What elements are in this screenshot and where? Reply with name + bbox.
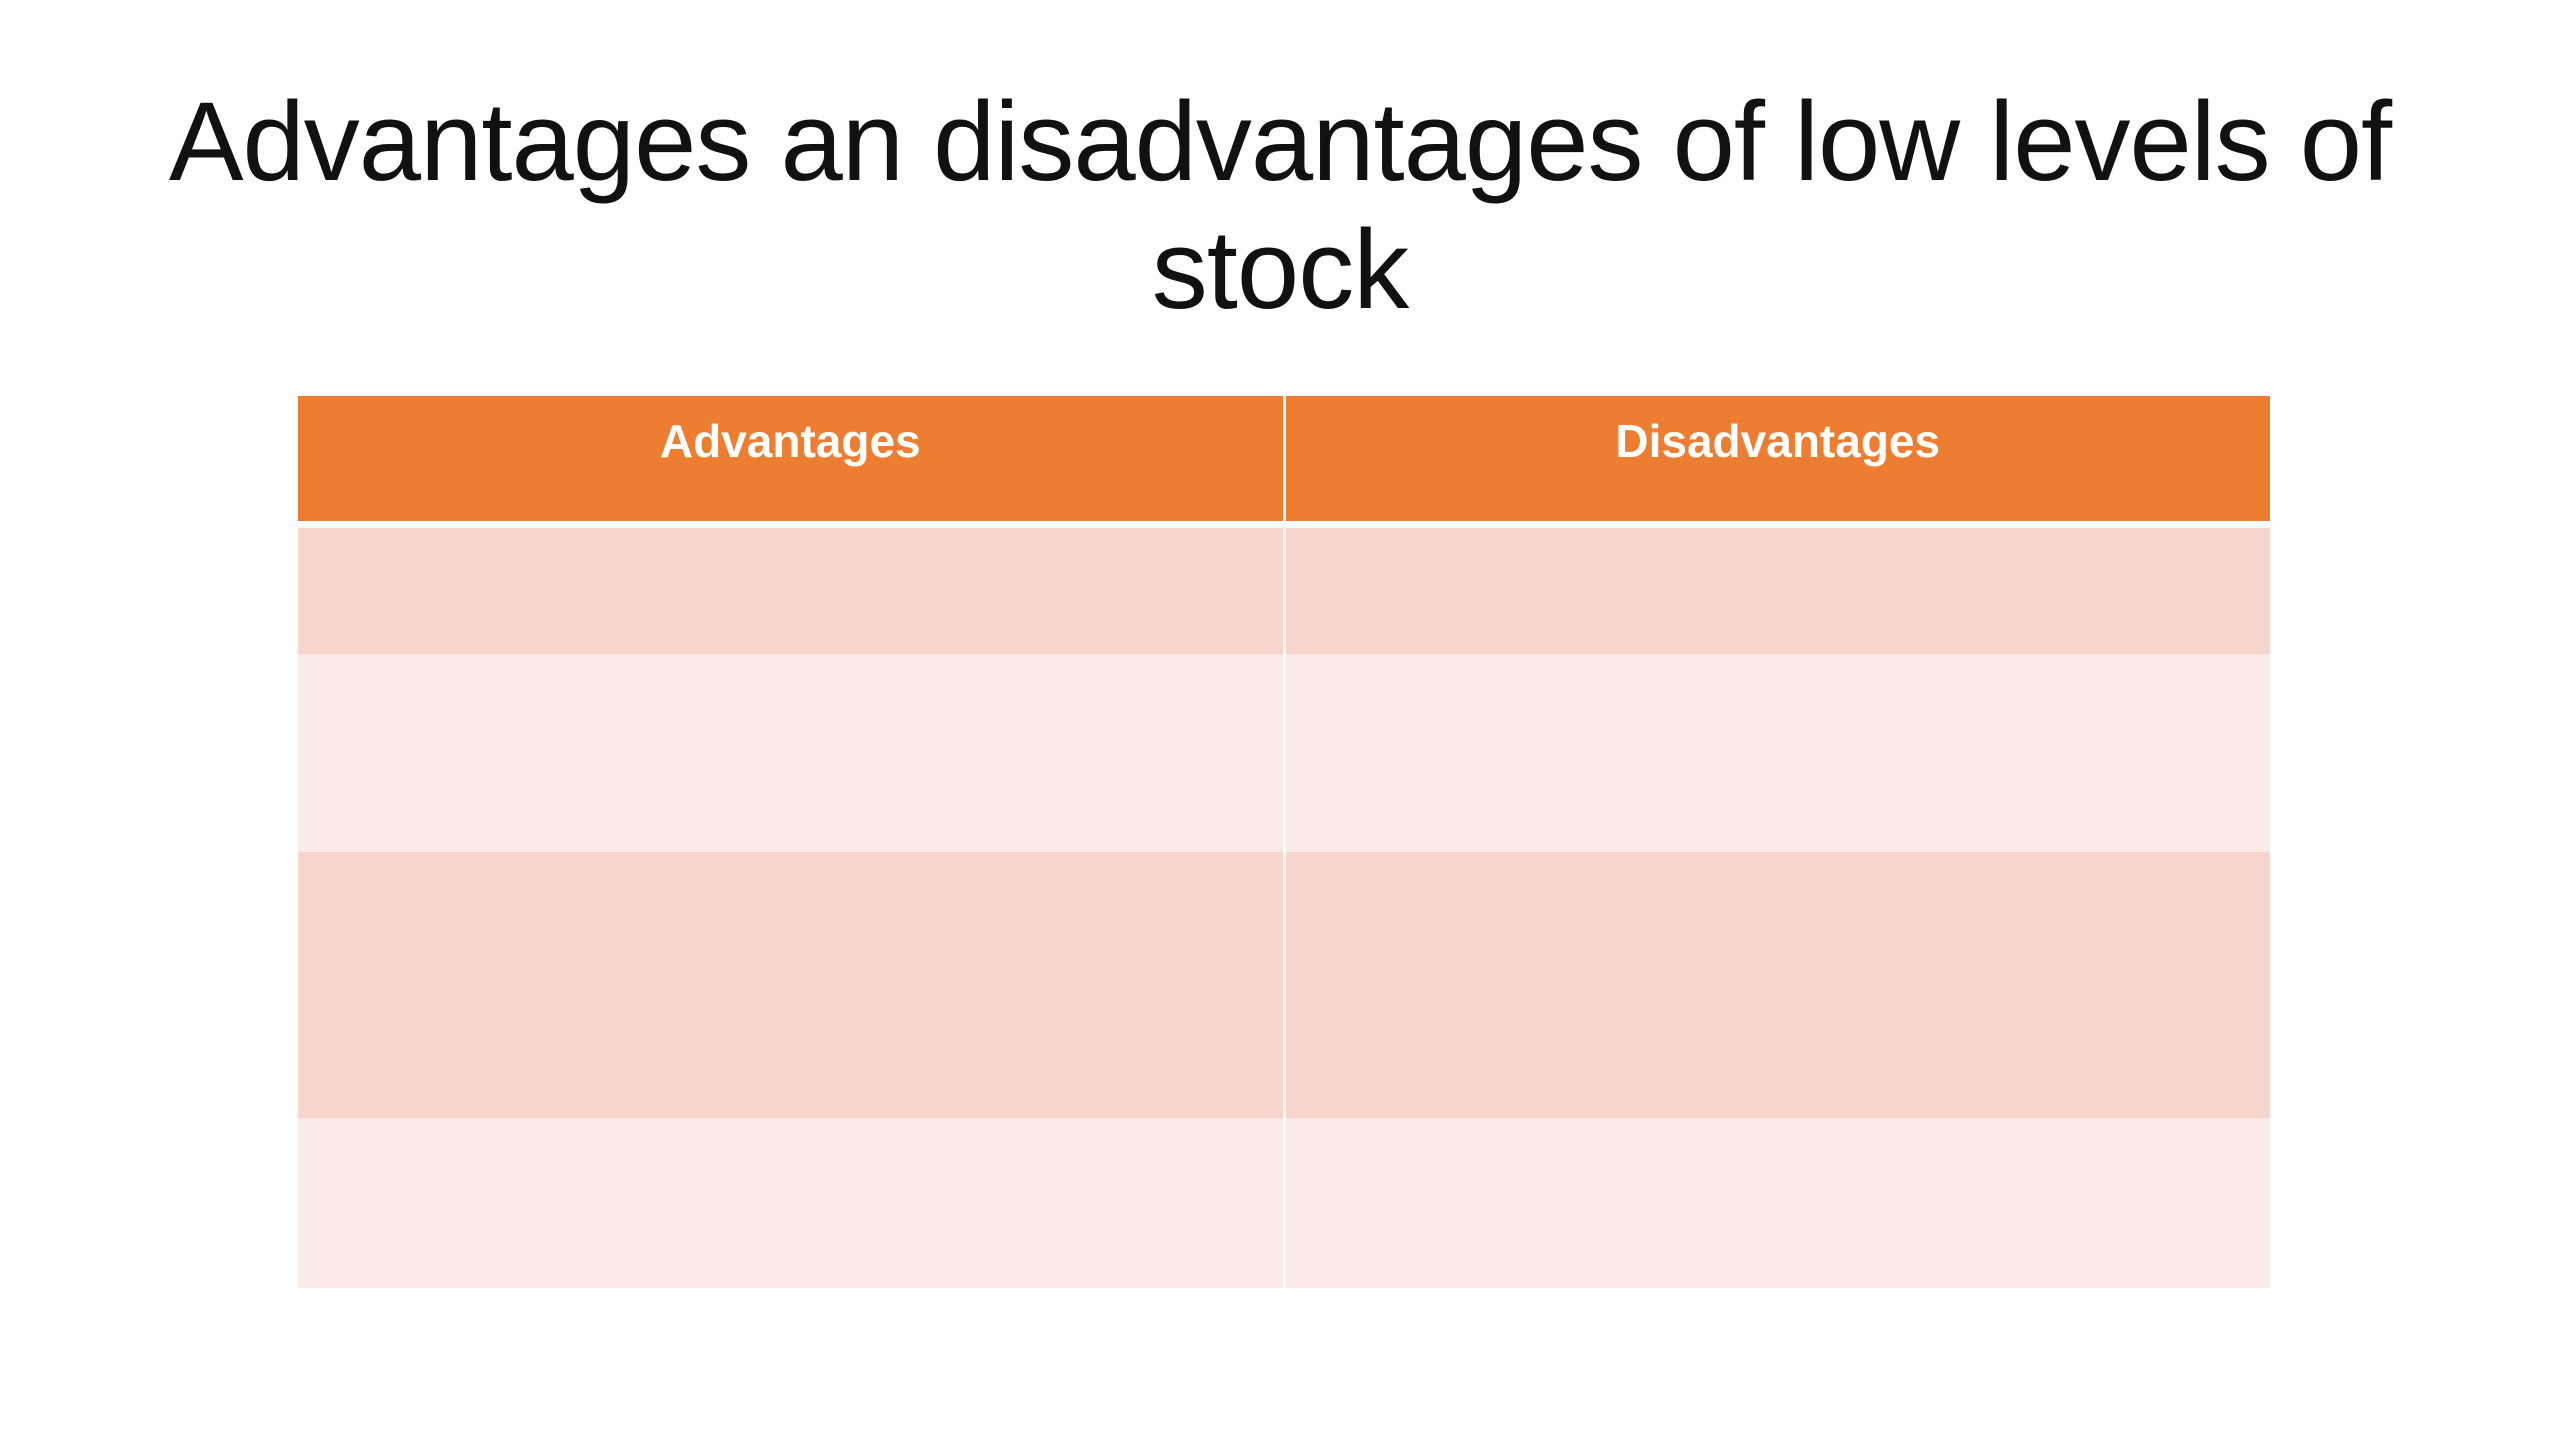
table-row	[298, 852, 2270, 1118]
advantages-cell[interactable]	[298, 1118, 1286, 1288]
disadvantages-cell[interactable]	[1284, 1118, 2270, 1288]
disadvantages-cell[interactable]	[1284, 524, 2270, 654]
disadvantages-header: Disadvantages	[1284, 396, 2270, 528]
slide-title: Advantages an disadvantages of low level…	[168, 79, 2392, 332]
table-row	[298, 654, 2270, 852]
disadvantages-cell[interactable]	[1284, 852, 2270, 1118]
advantages-cell[interactable]	[298, 852, 1286, 1118]
table-row	[298, 1118, 2270, 1288]
table-row	[298, 524, 2270, 654]
advantages-header: Advantages	[298, 396, 1286, 528]
table-header-row: Advantages Disadvantages	[298, 396, 2270, 528]
comparison-table-container: Advantages Disadvantages	[298, 396, 2270, 1288]
disadvantages-cell[interactable]	[1284, 654, 2270, 852]
comparison-table: Advantages Disadvantages	[298, 396, 2270, 1288]
advantages-cell[interactable]	[298, 654, 1286, 852]
advantages-cell[interactable]	[298, 524, 1286, 654]
